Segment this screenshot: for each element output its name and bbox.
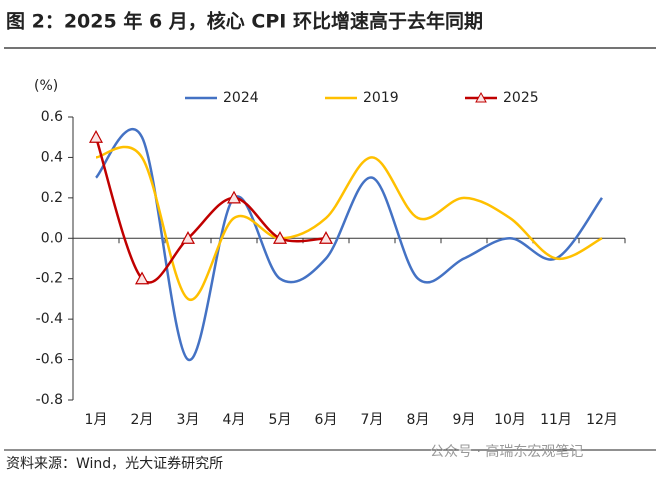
legend-marker [475, 91, 487, 103]
x-tick-label: 5月 [269, 412, 292, 428]
x-tick-label: 1月 [85, 412, 108, 428]
x-tick-label: 10月 [494, 412, 526, 428]
x-tick-label: 3月 [177, 412, 200, 428]
point-marker [226, 190, 242, 204]
y-tick-label: -0.8 [36, 392, 63, 408]
legend-label: 2025 [503, 90, 539, 106]
y-tick-label: -0.2 [36, 271, 63, 287]
series-line [94, 136, 327, 284]
x-tick-label: 11月 [540, 412, 572, 428]
point-marker [272, 231, 288, 244]
legend-label: 2024 [223, 90, 259, 106]
y-tick-label: 0.6 [41, 109, 63, 125]
watermark: 公众号 · 高瑞东宏观笔记 [430, 443, 583, 460]
x-tick-label: 7月 [361, 412, 384, 428]
chart-title: 图 2：2025 年 6 月，核心 CPI 环比增速高于去年同期 [6, 10, 483, 33]
point-marker [88, 129, 104, 143]
x-tick-label: 12月 [586, 412, 618, 428]
point-marker [318, 231, 334, 244]
x-tick-label: 8月 [407, 412, 430, 428]
x-tick-label: 6月 [315, 412, 338, 428]
legend-label: 2019 [363, 90, 399, 106]
y-axis-label: (%) [34, 78, 58, 94]
x-tick-label: 2月 [131, 412, 154, 428]
point-marker [134, 271, 150, 285]
y-tick-label: 0.2 [41, 190, 63, 206]
y-tick-label: 0.4 [41, 149, 63, 165]
x-tick-label: 9月 [453, 412, 476, 428]
point-marker [180, 231, 196, 244]
y-tick-label: -0.6 [36, 352, 63, 368]
y-tick-label: 0.0 [41, 230, 63, 246]
series-line [95, 145, 603, 301]
y-tick-label: -0.4 [36, 311, 63, 327]
series-line [95, 127, 604, 361]
source: 资料来源：Wind，光大证券研究所 [6, 456, 223, 472]
x-tick-label: 4月 [223, 412, 246, 428]
